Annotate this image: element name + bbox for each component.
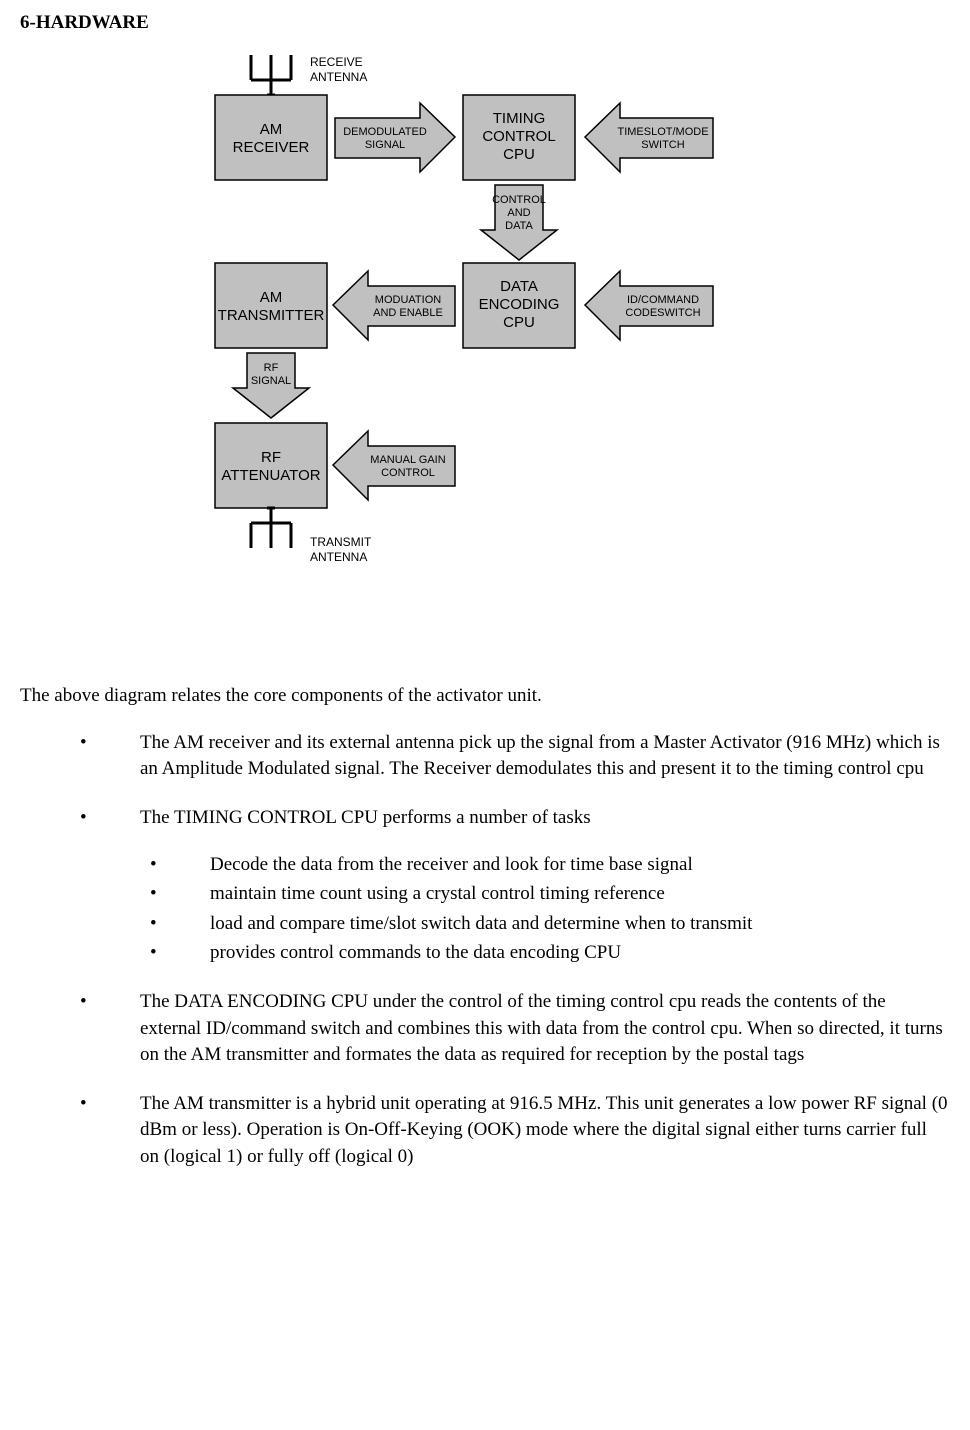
data-cpu-text-3: CPU [503, 314, 535, 331]
bullet-data-encoding: The DATA ENCODING CPU under the control … [20, 989, 950, 1069]
am-transmitter-text-2: TRANSMITTER [218, 307, 325, 324]
transmit-antenna-label-1: TRANSMIT [310, 535, 372, 549]
sub-bullet-maintain: maintain time count using a crystal cont… [140, 881, 950, 908]
gain-text-2: CONTROL [381, 467, 435, 479]
id-cmd-text-2: CODESWITCH [625, 307, 700, 319]
bullet-timing-cpu-text: The TIMING CONTROL CPU performs a number… [140, 807, 591, 828]
receive-antenna-label-2: ANTENNA [310, 70, 367, 84]
timing-cpu-text-1: TIMING [493, 110, 546, 127]
timing-cpu-text-2: CONTROL [482, 128, 555, 145]
rf-attenuator-text-1: RF [261, 449, 281, 466]
demod-text-2: SIGNAL [365, 139, 405, 151]
timeslot-text-2: SWITCH [641, 139, 684, 151]
am-receiver-text-2: RECEIVER [233, 139, 310, 156]
id-cmd-text-1: ID/COMMAND [627, 294, 699, 306]
intro-paragraph: The above diagram relates the core compo… [20, 683, 950, 710]
rf-attenuator-text-2: ATTENUATOR [221, 467, 320, 484]
receive-antenna-label-1: RECEIVE [310, 55, 363, 69]
control-data-text-1: CONTROL [492, 194, 546, 206]
hardware-diagram: RECEIVE ANTENNA AM RECEIVER DEMODULATED … [20, 45, 950, 624]
bullet-am-receiver: The AM receiver and its external antenna… [20, 730, 950, 783]
am-transmitter-text-1: AM [260, 289, 283, 306]
mod-enable-text-1: MODUATION [375, 294, 441, 306]
receive-antenna-icon [251, 55, 291, 95]
am-receiver-text-1: AM [260, 121, 283, 138]
section-title: 6-HARDWARE [20, 10, 950, 37]
timeslot-text-1: TIMESLOT/MODE [617, 126, 708, 138]
gain-text-1: MANUAL GAIN [370, 454, 445, 466]
transmit-antenna-label-2: ANTENNA [310, 550, 367, 564]
mod-enable-text-2: AND ENABLE [373, 307, 443, 319]
sub-bullet-load: load and compare time/slot switch data a… [140, 911, 950, 938]
transmit-antenna-icon [251, 508, 291, 548]
data-cpu-text-1: DATA [500, 278, 538, 295]
rf-signal-text-1: RF [264, 362, 279, 374]
data-cpu-text-2: ENCODING [479, 296, 560, 313]
bullet-am-transmitter: The AM transmitter is a hybrid unit oper… [20, 1091, 950, 1171]
bullet-timing-cpu: The TIMING CONTROL CPU performs a number… [20, 805, 950, 967]
control-data-text-3: DATA [505, 220, 533, 232]
sub-bullet-control: provides control commands to the data en… [140, 940, 950, 967]
rf-signal-text-2: SIGNAL [251, 375, 291, 387]
control-data-text-2: AND [507, 207, 530, 219]
sub-bullet-decode: Decode the data from the receiver and lo… [140, 852, 950, 879]
demod-text-1: DEMODULATED [343, 126, 427, 138]
timing-cpu-text-3: CPU [503, 146, 535, 163]
